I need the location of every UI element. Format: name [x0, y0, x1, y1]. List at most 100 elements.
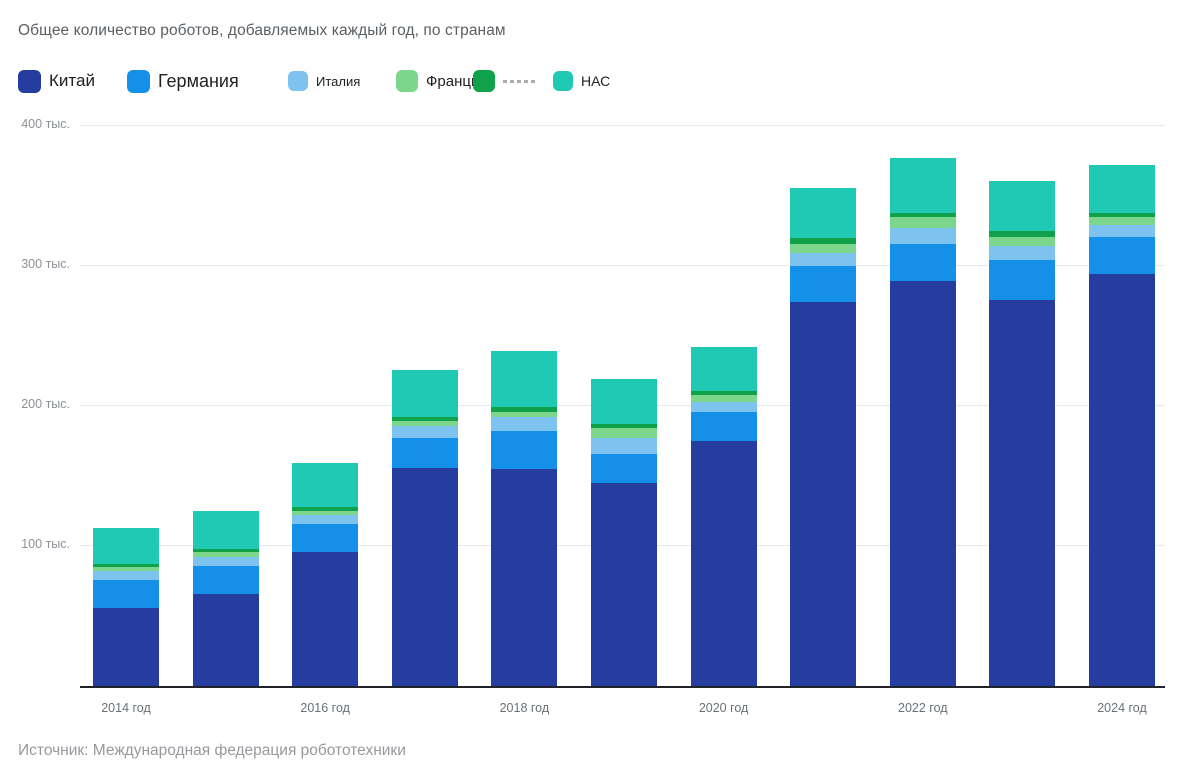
legend-swatch-icon	[288, 71, 308, 91]
legend-swatch-icon	[396, 70, 418, 92]
bar-segment	[391, 425, 458, 439]
bar-segment	[292, 463, 359, 507]
bar-segment	[391, 421, 458, 426]
x-axis-tick-label: 2020 год	[698, 701, 749, 715]
bar-segment	[1089, 274, 1155, 686]
legend-label: Германия	[158, 70, 239, 91]
bar-segment	[292, 511, 359, 516]
legend-item[interactable]: Италия	[288, 66, 360, 96]
bar-2017	[391, 369, 458, 686]
bar-segment	[292, 523, 359, 552]
legend-swatch-icon	[553, 71, 573, 91]
bar-2015	[192, 511, 259, 686]
bar-segment	[690, 401, 757, 412]
gridline	[80, 265, 1165, 266]
legend-item[interactable]	[473, 66, 535, 96]
bar-segment	[790, 238, 857, 244]
x-axis-tick-label: 2024 год	[1097, 701, 1147, 715]
legend-label: Италия	[316, 73, 361, 89]
bar-segment	[690, 394, 757, 402]
legend-label: НАС	[581, 73, 611, 89]
legend-item[interactable]: Германия	[127, 66, 239, 96]
bar-segment	[790, 266, 857, 303]
bar-segment	[93, 527, 159, 565]
bar-segment	[790, 243, 857, 254]
bar-segment	[889, 243, 956, 282]
x-axis-tick-label: 2022 год	[898, 701, 948, 715]
bar-segment	[292, 506, 359, 512]
bar-segment	[192, 557, 259, 566]
bar-2021	[790, 187, 857, 686]
bar-segment	[989, 260, 1056, 300]
bar-segment	[591, 428, 657, 439]
bar-segment	[889, 228, 956, 244]
bar-segment	[93, 579, 159, 608]
bar-2022	[889, 158, 956, 686]
bar-segment	[1089, 212, 1155, 218]
bar-segment	[790, 302, 857, 686]
bar-segment	[1089, 217, 1155, 226]
bar-segment	[989, 231, 1056, 237]
y-axis-tick-label: 200 тыс.	[21, 397, 70, 411]
bar-segment	[292, 551, 359, 686]
plot-area	[80, 125, 1165, 688]
bar-segment	[391, 467, 458, 686]
legend-item[interactable]: НАС	[553, 66, 610, 96]
bar-2023	[989, 180, 1056, 686]
bar-segment	[391, 369, 458, 418]
bar-segment	[591, 379, 657, 425]
x-axis-tick-label: 2016 год	[300, 701, 350, 715]
bar-segment	[790, 187, 857, 239]
bar-segment	[591, 438, 657, 454]
y-axis-tick-label: 100 тыс.	[21, 537, 70, 551]
y-axis-tick-label: 300 тыс.	[21, 257, 70, 271]
bar-segment	[989, 236, 1056, 247]
bar-2014	[93, 527, 159, 686]
bar-segment	[889, 212, 956, 218]
bar-segment	[491, 351, 558, 408]
chart-legend: Китай Германия Италия Франция НАС	[0, 66, 1200, 96]
bar-segment	[391, 438, 458, 468]
bar-segment	[93, 567, 159, 572]
legend-label: Китай	[49, 71, 95, 90]
bar-segment	[491, 469, 558, 686]
bar-segment	[292, 515, 359, 524]
y-axis-tick-label: 400 тыс.	[21, 117, 70, 131]
bar-segment	[989, 246, 1056, 261]
source-note: Источник: Международная федерация робото…	[18, 742, 406, 759]
bar-2019	[591, 379, 657, 686]
bar-segment	[989, 299, 1056, 686]
bar-segment	[192, 593, 259, 686]
legend-item[interactable]: Китай	[18, 66, 95, 96]
bar-segment	[989, 180, 1056, 232]
bar-segment	[491, 431, 558, 469]
bar-segment	[93, 564, 159, 568]
bar-segment	[790, 253, 857, 267]
bar-segment	[93, 571, 159, 580]
bar-segment	[690, 390, 757, 395]
x-axis-tick-label: 2018 год	[499, 701, 550, 715]
bar-segment	[192, 551, 259, 558]
bar-segment	[690, 411, 757, 441]
bar-segment	[690, 347, 757, 391]
bar-segment	[1089, 225, 1155, 237]
bar-2018	[491, 351, 558, 686]
gridline	[80, 125, 1165, 126]
bar-segment	[1089, 165, 1155, 213]
legend-swatch-icon	[18, 69, 41, 93]
bar-segment	[591, 424, 657, 429]
bar-segment	[1089, 236, 1155, 275]
bar-segment	[889, 281, 956, 686]
bar-segment	[491, 417, 558, 432]
bar-2024	[1089, 165, 1155, 686]
bar-segment	[889, 158, 956, 213]
bar-segment	[391, 417, 458, 422]
chart-title: Общее количество роботов, добавляемых ка…	[18, 22, 506, 39]
bar-segment	[192, 565, 259, 594]
bar-segment	[93, 607, 159, 686]
legend-label-illegible	[503, 80, 535, 83]
legend-item[interactable]: Франция	[396, 66, 487, 96]
bar-segment	[491, 407, 558, 412]
bar-segment	[889, 217, 956, 229]
